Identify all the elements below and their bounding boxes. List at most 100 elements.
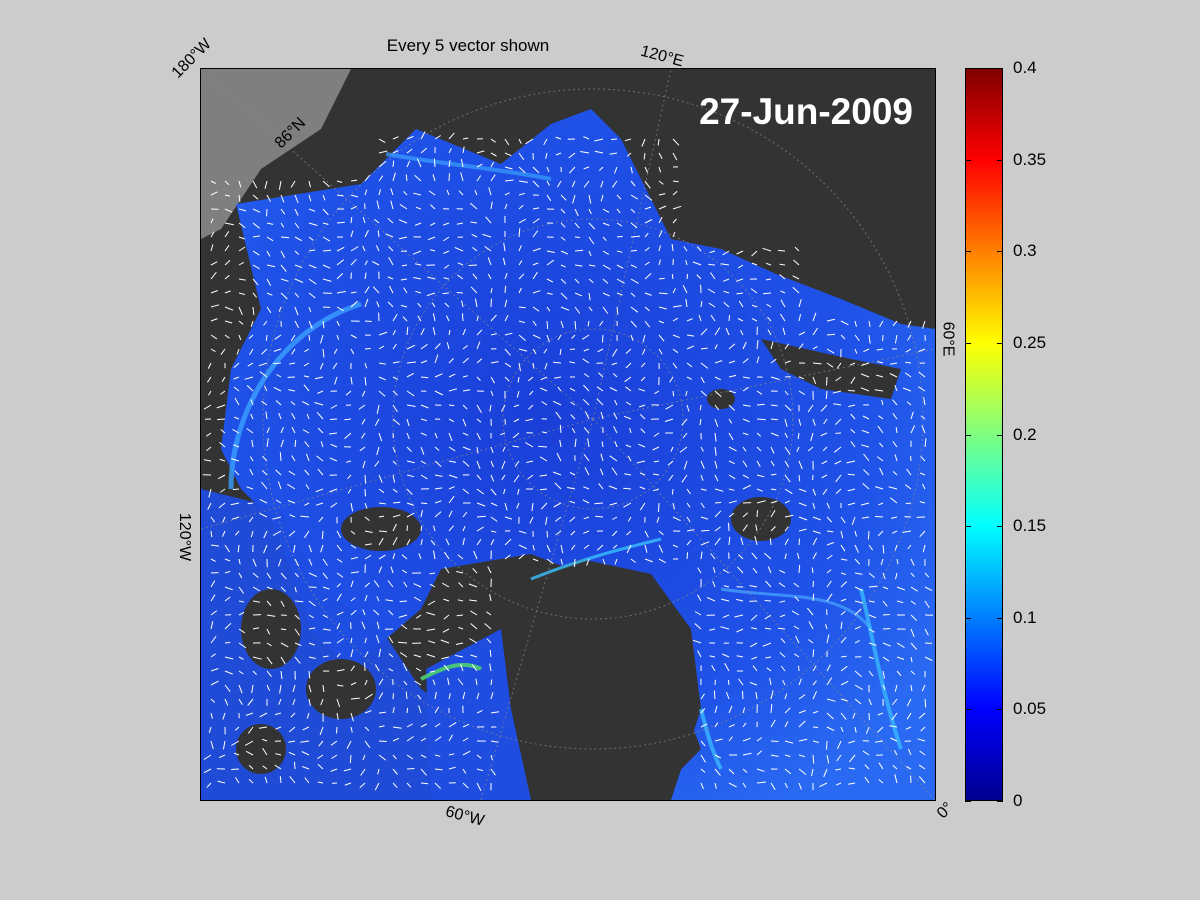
drift-vector [644,530,649,538]
drift-vector [434,446,440,451]
drift-vector [252,208,261,213]
drift-vector [329,432,338,435]
drift-vector [392,726,402,729]
date-label: 27-Jun-2009 [699,91,913,132]
drift-vector [825,390,828,400]
drift-vector [308,208,316,212]
drift-vector [920,455,926,462]
drift-vector [372,609,380,616]
drift-vector [266,194,272,202]
drift-vector [907,748,912,756]
drift-vector [613,425,618,434]
drift-vector [594,502,604,505]
drift-vector [476,329,483,336]
drift-vector [527,376,534,382]
drift-vector [910,628,915,638]
drift-vector [476,175,482,182]
drift-vector [263,530,268,539]
drift-vector [878,762,884,770]
drift-vector [919,750,926,756]
drift-vector [364,710,372,714]
drift-vector [476,358,483,364]
drift-vector [406,326,409,336]
drift-vector [376,446,380,456]
drift-vector [318,516,324,523]
drift-vector [532,348,537,355]
drift-vector [714,344,718,350]
drift-vector [658,306,667,310]
drift-vector [238,611,245,616]
drift-vector [708,302,716,308]
drift-vector [440,639,450,644]
drift-vector [420,460,426,465]
drift-vector [723,290,730,294]
drift-vector [879,442,884,448]
drift-vector [462,460,470,467]
drift-vector [426,612,436,616]
drift-vector [624,376,632,383]
drift-vector [462,404,468,410]
drift-vector [700,529,710,532]
drift-vector [406,148,413,154]
drift-vector [392,446,396,453]
drift-vector [820,432,828,437]
drift-vector [779,313,786,322]
drift-vector [415,290,422,294]
drift-vector [280,600,285,607]
drift-vector [896,670,902,677]
colorbar-tick-label: 0.15 [1013,516,1047,536]
drift-vector [658,544,664,553]
drift-vector [203,754,212,760]
drift-vector [490,446,494,454]
drift-vector [879,467,884,476]
drift-vector [540,502,548,510]
drift-vector [322,558,328,566]
drift-vector [274,764,282,770]
drift-vector [616,264,624,269]
drift-vector [712,581,716,588]
drift-vector [791,610,800,616]
drift-vector [322,320,325,329]
drift-vector [385,233,394,238]
drift-vector [516,390,520,398]
drift-vector [222,712,226,720]
drift-vector [318,740,324,747]
drift-vector [811,567,814,574]
drift-vector [569,387,576,392]
island [761,339,901,399]
drift-vector [737,566,744,574]
drift-vector [392,523,397,532]
drift-vector [588,292,591,301]
drift-vector [392,501,401,504]
drift-vector [714,418,719,427]
drift-vector [754,536,758,546]
drift-vector [210,516,216,523]
drift-vector [429,670,436,673]
drift-vector [567,486,576,490]
drift-vector [376,596,380,602]
drift-vector [918,712,926,719]
drift-vector [574,208,579,217]
drift-vector [406,707,409,714]
drift-vector [238,628,246,634]
drift-vector [798,694,806,700]
drift-vector [602,292,611,297]
drift-vector [765,580,772,588]
drift-vector [317,781,324,784]
drift-vector [251,684,254,694]
drift-vector [378,331,388,336]
drift-vector [400,624,408,630]
drift-vector [462,446,471,451]
drift-vector [432,313,436,322]
drift-vector [756,768,765,772]
drift-vector [826,698,836,702]
drift-vector [252,306,255,316]
drift-vector [476,768,484,772]
drift-vector [737,264,744,269]
drift-vector [272,516,282,520]
drift-vector [700,460,705,469]
drift-vector [321,530,324,539]
drift-vector [882,586,889,590]
drift-vector [616,278,625,284]
drift-vector [448,160,451,168]
